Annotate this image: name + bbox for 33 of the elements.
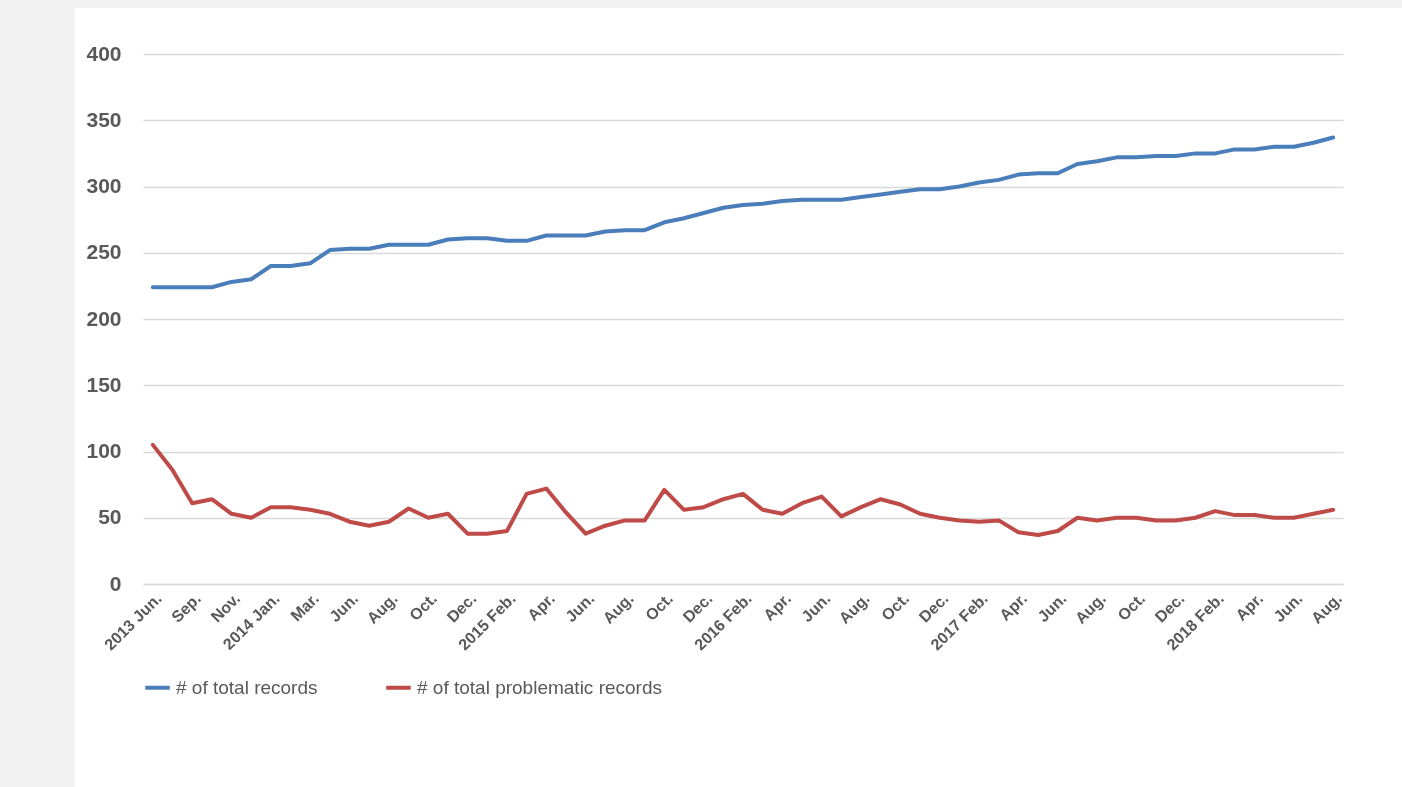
x-tick-label: Apr.	[524, 589, 559, 624]
x-tick-label: Jun.	[798, 589, 834, 626]
x-tick-label: Oct.	[406, 589, 441, 624]
x-tick-label: Sep.	[168, 589, 204, 626]
x-tick-label: Aug.	[1071, 589, 1109, 627]
legend-label: # of total problematic records	[417, 676, 663, 698]
x-tick-label: Jun.	[326, 589, 362, 626]
x-tick-label: Apr.	[760, 589, 795, 624]
x-tick-label: Aug.	[363, 589, 401, 627]
legend-label: # of total records	[176, 676, 318, 698]
y-tick-label: 200	[86, 306, 122, 330]
y-tick-label: 250	[86, 240, 122, 264]
x-tick-label: Mar.	[287, 589, 323, 625]
x-tick-label: Aug.	[1307, 589, 1345, 627]
y-tick-label: 50	[98, 505, 122, 529]
x-tick-label: Jun.	[562, 589, 598, 626]
x-tick-label: Aug.	[835, 589, 873, 627]
x-tick-label: Apr.	[1232, 589, 1267, 624]
line-series	[150, 442, 1336, 537]
y-tick-label: 0	[109, 571, 122, 595]
y-tick-label: 100	[86, 439, 122, 462]
x-tick-label: Apr.	[996, 589, 1031, 624]
line-series	[150, 135, 1336, 290]
x-tick-label: Aug.	[599, 589, 637, 627]
x-tick-label: Oct.	[1114, 589, 1149, 624]
y-tick-label: 300	[86, 174, 122, 197]
x-tick-label: Jun.	[1034, 589, 1070, 626]
x-tick-label: Oct.	[642, 589, 677, 624]
y-tick-label: 350	[86, 107, 122, 131]
y-tick-label: 400	[86, 41, 122, 65]
y-tick-label: 150	[86, 372, 122, 396]
x-tick-label: Oct.	[878, 589, 913, 624]
x-tick-label: Jun.	[1270, 589, 1306, 626]
